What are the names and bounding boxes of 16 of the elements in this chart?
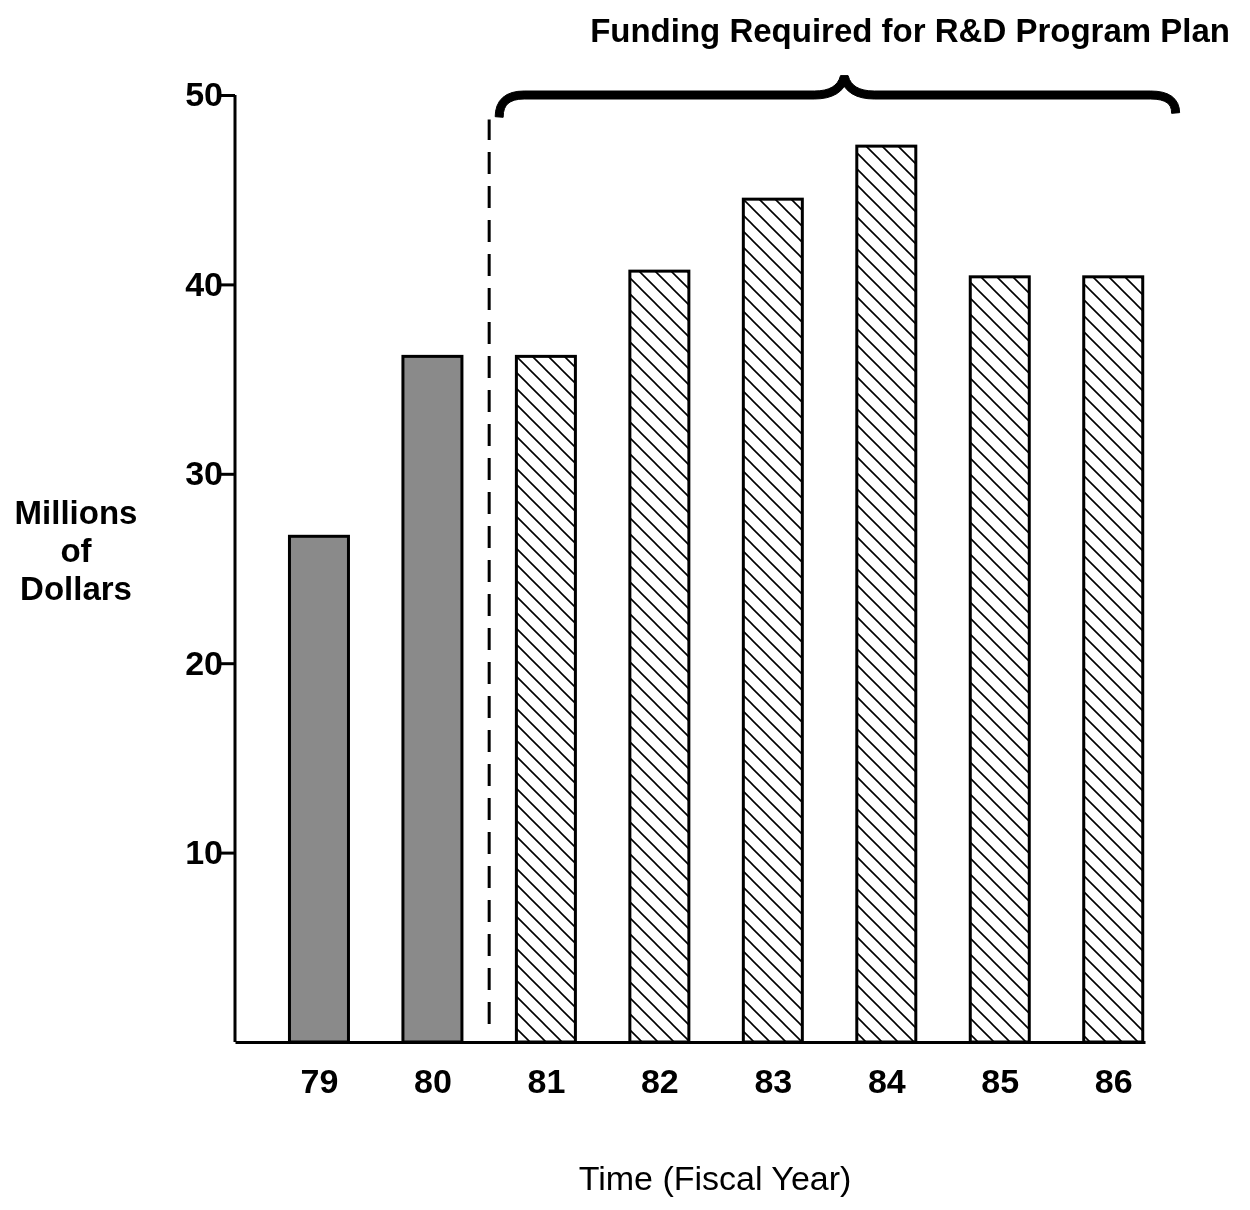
y-tick-label: 30 [185,454,223,493]
y-axis-title: Millions of Dollars [14,494,138,607]
y-tick-label: 20 [185,643,223,682]
x-tick-label: 82 [640,1061,679,1100]
y-tick-label: 50 [185,75,223,114]
x-tick-label: 84 [867,1061,906,1100]
x-tick-label: 81 [527,1061,566,1100]
y-tick-label: 40 [185,264,223,303]
x-tick-label: 79 [300,1061,339,1100]
chart-title: Funding Required for R&D Program Plan [590,12,1230,49]
x-axis-title: Time (Fiscal Year) [578,1159,852,1197]
x-tick-label: 83 [754,1061,793,1100]
x-tick-label: 80 [414,1061,452,1100]
y-tick-label: 10 [185,832,223,871]
x-tick-label: 86 [1094,1061,1133,1100]
x-tick-label: 85 [981,1061,1020,1100]
